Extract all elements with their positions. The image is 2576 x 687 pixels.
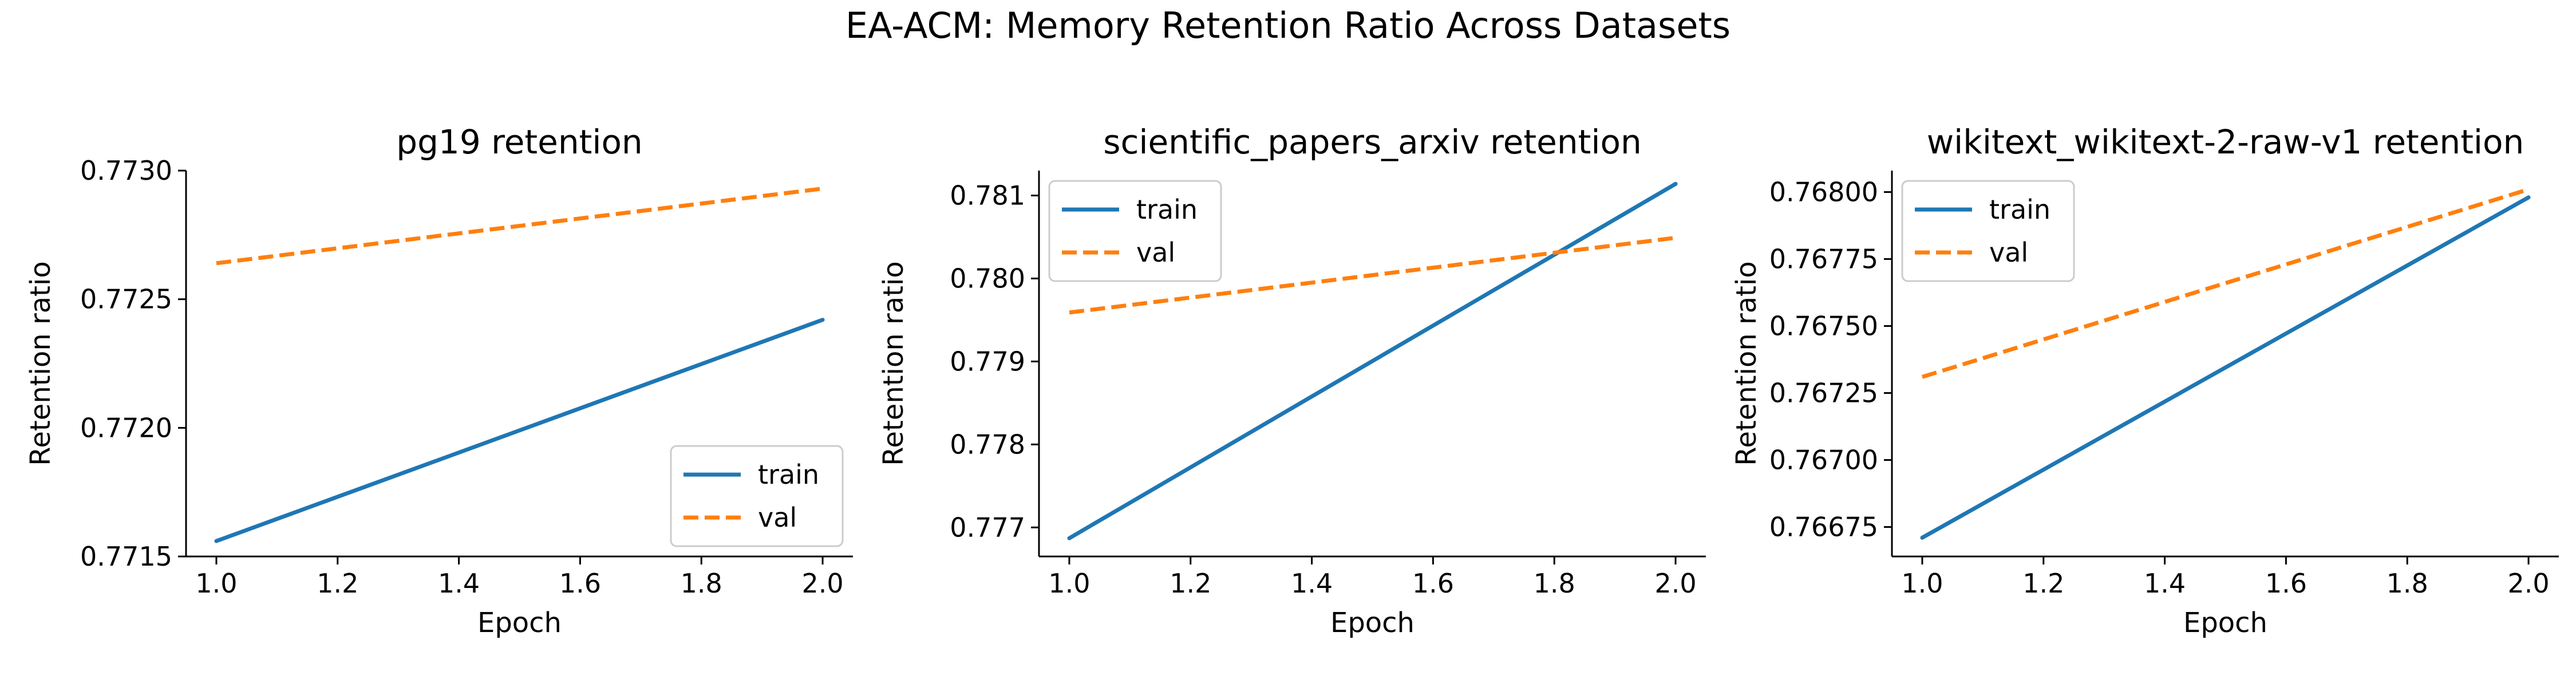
x-tick-label: 1.8 [1534,568,1575,599]
legend-label-train: train [1989,194,2050,225]
x-axis-label: Epoch [2183,607,2267,639]
series-line-train [1067,181,1678,540]
figure-title: EA-ACM: Memory Retention Ratio Across Da… [845,5,1731,46]
y-tick-label: 0.7715 [80,541,172,572]
series-line-train [1920,195,2531,540]
y-tick-label: 0.7720 [80,412,172,443]
y-tick-label: 0.780 [950,263,1025,294]
y-tick-label: 0.76775 [1769,243,1878,274]
legend-label-val: val [1989,237,2028,268]
chart-panel-2: scientific_papers_arxiv retention 1.0 1.2 1… [878,123,1706,639]
y-tick-label: 0.76675 [1769,512,1878,543]
x-tick-label: 1.6 [559,568,601,599]
x-tick-label: 1.0 [195,568,237,599]
x-tick-label: 1.2 [317,568,358,599]
y-tick-label: 0.777 [950,512,1025,543]
y-axis-label: Retention ratio [1730,261,1763,465]
x-tick-label: 1.4 [1291,568,1333,599]
x-tick-label: 1.4 [2144,568,2186,599]
y-tick-label: 0.778 [950,429,1025,460]
panel-title: wikitext_wikitext-2-raw-v1 retention [1927,123,2524,161]
chart-panel-1: pg19 retention 1.0 1.2 1.4 1.6 1.8 2.0 0.7715 0.… [25,123,853,639]
y-tick-label: 0.76800 [1769,176,1878,207]
y-axis-label: Retention ratio [25,261,57,465]
series-line-val [1069,235,1676,315]
y-tick-label: 0.781 [950,180,1025,211]
y-axis-label: Retention ratio [878,261,910,465]
legend-label-train: train [1136,194,1198,225]
x-tick-label: 2.0 [1654,568,1696,599]
legend-box [670,445,844,547]
y-tick-label: 0.76750 [1769,310,1878,341]
panel-title: scientific_papers_arxiv retention [1103,123,1641,161]
x-tick-label: 1.8 [681,568,722,599]
legend: train val [670,445,844,547]
series-line-val [216,186,823,266]
y-tick-label: 0.7725 [80,284,172,315]
x-tick-label: 1.8 [2387,568,2428,599]
x-tick-label: 1.6 [1412,568,1454,599]
x-tick-label: 1.0 [1901,568,1943,599]
x-tick-label: 2.0 [801,568,843,599]
legend-box [1048,180,1222,282]
series-line-train [214,318,825,543]
x-axis-label: Epoch [477,607,562,639]
chart-panel-3: wikitext_wikitext-2-raw-v1 retention 1.0 1… [1730,123,2559,639]
legend-box [1901,180,2075,282]
legend: train val [1901,180,2075,282]
x-tick-label: 1.6 [2265,568,2307,599]
legend: train val [1048,180,1222,282]
panel-title: pg19 retention [396,123,642,161]
x-tick-label: 2.0 [2507,568,2549,599]
y-tick-label: 0.7730 [80,155,172,186]
legend-label-train: train [758,459,819,490]
legend-label-val: val [1136,237,1175,268]
x-axis-label: Epoch [1330,607,1415,639]
x-tick-label: 1.2 [2022,568,2064,599]
legend-label-val: val [758,502,797,533]
y-tick-label: 0.76700 [1769,445,1878,476]
y-tick-label: 0.779 [950,346,1025,377]
y-tick-label: 0.76725 [1769,377,1878,408]
x-tick-label: 1.4 [438,568,480,599]
x-tick-label: 1.2 [1170,568,1211,599]
x-tick-label: 1.0 [1048,568,1090,599]
